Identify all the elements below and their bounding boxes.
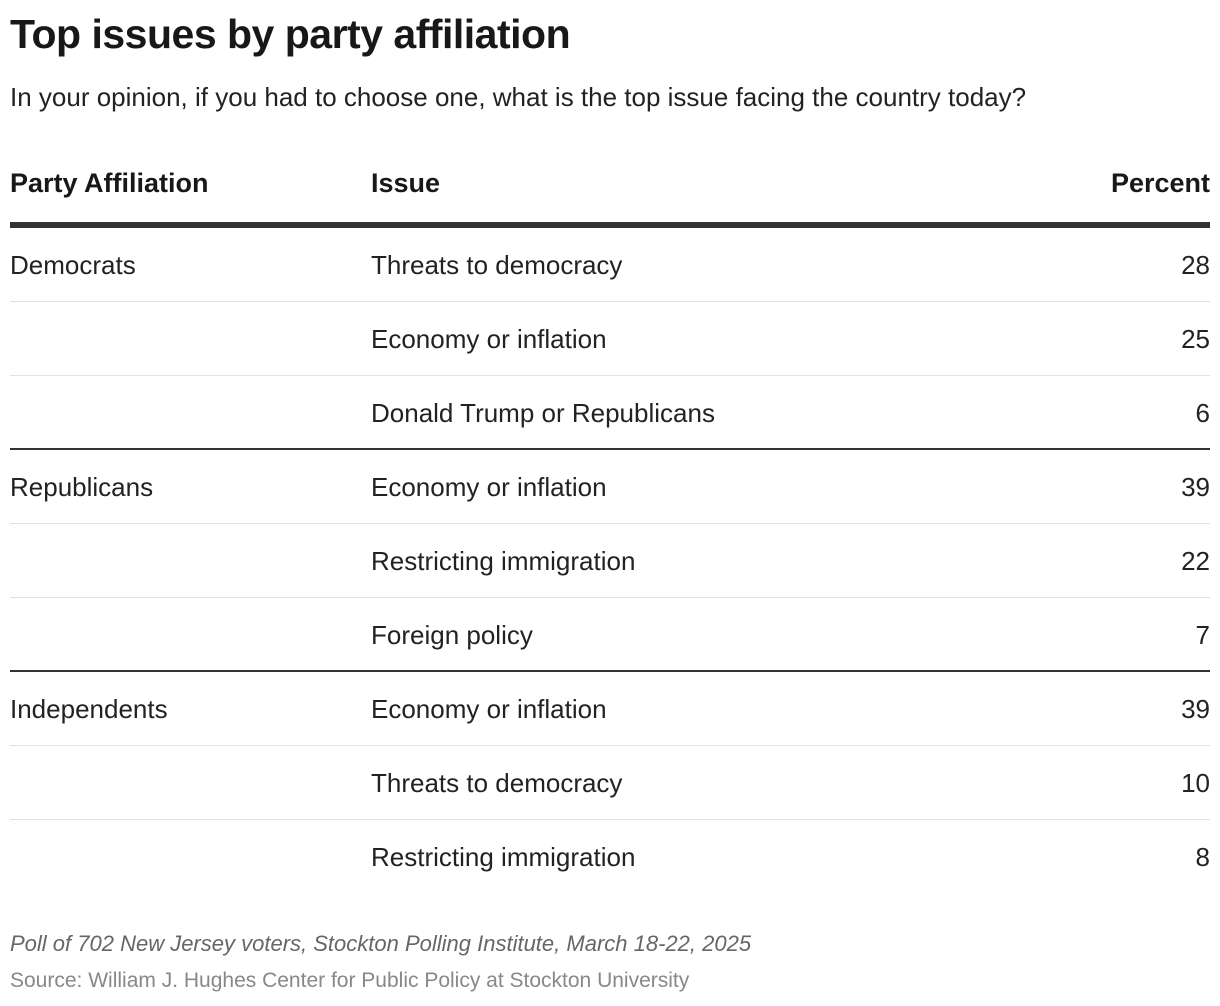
header-percent: Percent bbox=[1110, 168, 1210, 198]
cell-issue: Economy or inflation bbox=[371, 324, 607, 354]
cell-percent: 39 bbox=[1181, 694, 1210, 724]
cell-issue: Economy or inflation bbox=[371, 472, 607, 502]
cell-percent: 25 bbox=[1181, 324, 1210, 354]
cell-issue: Threats to democracy bbox=[371, 768, 623, 798]
table-row: Restricting immigration 22 bbox=[10, 524, 1210, 598]
cell-issue: Threats to democracy bbox=[371, 250, 623, 280]
table-body: Democrats Threats to democracy 28 Economy o… bbox=[10, 228, 1210, 893]
table-row: Independents Economy or inflation 39 bbox=[10, 672, 1210, 746]
cell-party: Democrats bbox=[10, 250, 136, 280]
cell-issue: Restricting immigration bbox=[371, 546, 636, 576]
cell-percent: 22 bbox=[1181, 546, 1210, 576]
cell-percent: 6 bbox=[1195, 398, 1210, 428]
cell-issue: Economy or inflation bbox=[371, 694, 607, 724]
cell-party: Independents bbox=[10, 694, 168, 724]
cell-percent: 7 bbox=[1195, 620, 1210, 650]
table-row: Economy or inflation 25 bbox=[10, 302, 1210, 376]
table-header: Party Affiliation Issue Percent bbox=[10, 160, 1210, 228]
cell-issue: Foreign policy bbox=[371, 620, 533, 650]
header-party-affiliation: Party Affiliation bbox=[10, 168, 209, 198]
cell-issue: Restricting immigration bbox=[371, 842, 636, 872]
table-row: Threats to democracy 10 bbox=[10, 746, 1210, 820]
table-row: Donald Trump or Republicans 6 bbox=[10, 376, 1210, 450]
table-row: Restricting immigration 8 bbox=[10, 820, 1210, 893]
header-issue: Issue bbox=[371, 168, 441, 198]
cell-percent: 8 bbox=[1195, 842, 1210, 872]
footer-source: Source: William J. Hughes Center for Pub… bbox=[10, 969, 690, 992]
chart-title: Top issues by party affiliation bbox=[10, 11, 571, 57]
table-row: Foreign policy 7 bbox=[10, 598, 1210, 672]
cell-party: Republicans bbox=[10, 472, 154, 502]
cell-issue: Donald Trump or Republicans bbox=[371, 398, 715, 428]
issues-table: Party Affiliation Issue Percent Democrat… bbox=[10, 160, 1210, 893]
cell-percent: 39 bbox=[1181, 472, 1210, 502]
chart-subtitle: In your opinion, if you had to choose on… bbox=[10, 82, 1027, 112]
table-row: Democrats Threats to democracy 28 bbox=[10, 228, 1210, 302]
table-row: Republicans Economy or inflation 39 bbox=[10, 450, 1210, 524]
cell-percent: 28 bbox=[1181, 250, 1210, 280]
cell-percent: 10 bbox=[1181, 768, 1210, 798]
footer-note: Poll of 702 New Jersey voters, Stockton … bbox=[10, 931, 752, 956]
